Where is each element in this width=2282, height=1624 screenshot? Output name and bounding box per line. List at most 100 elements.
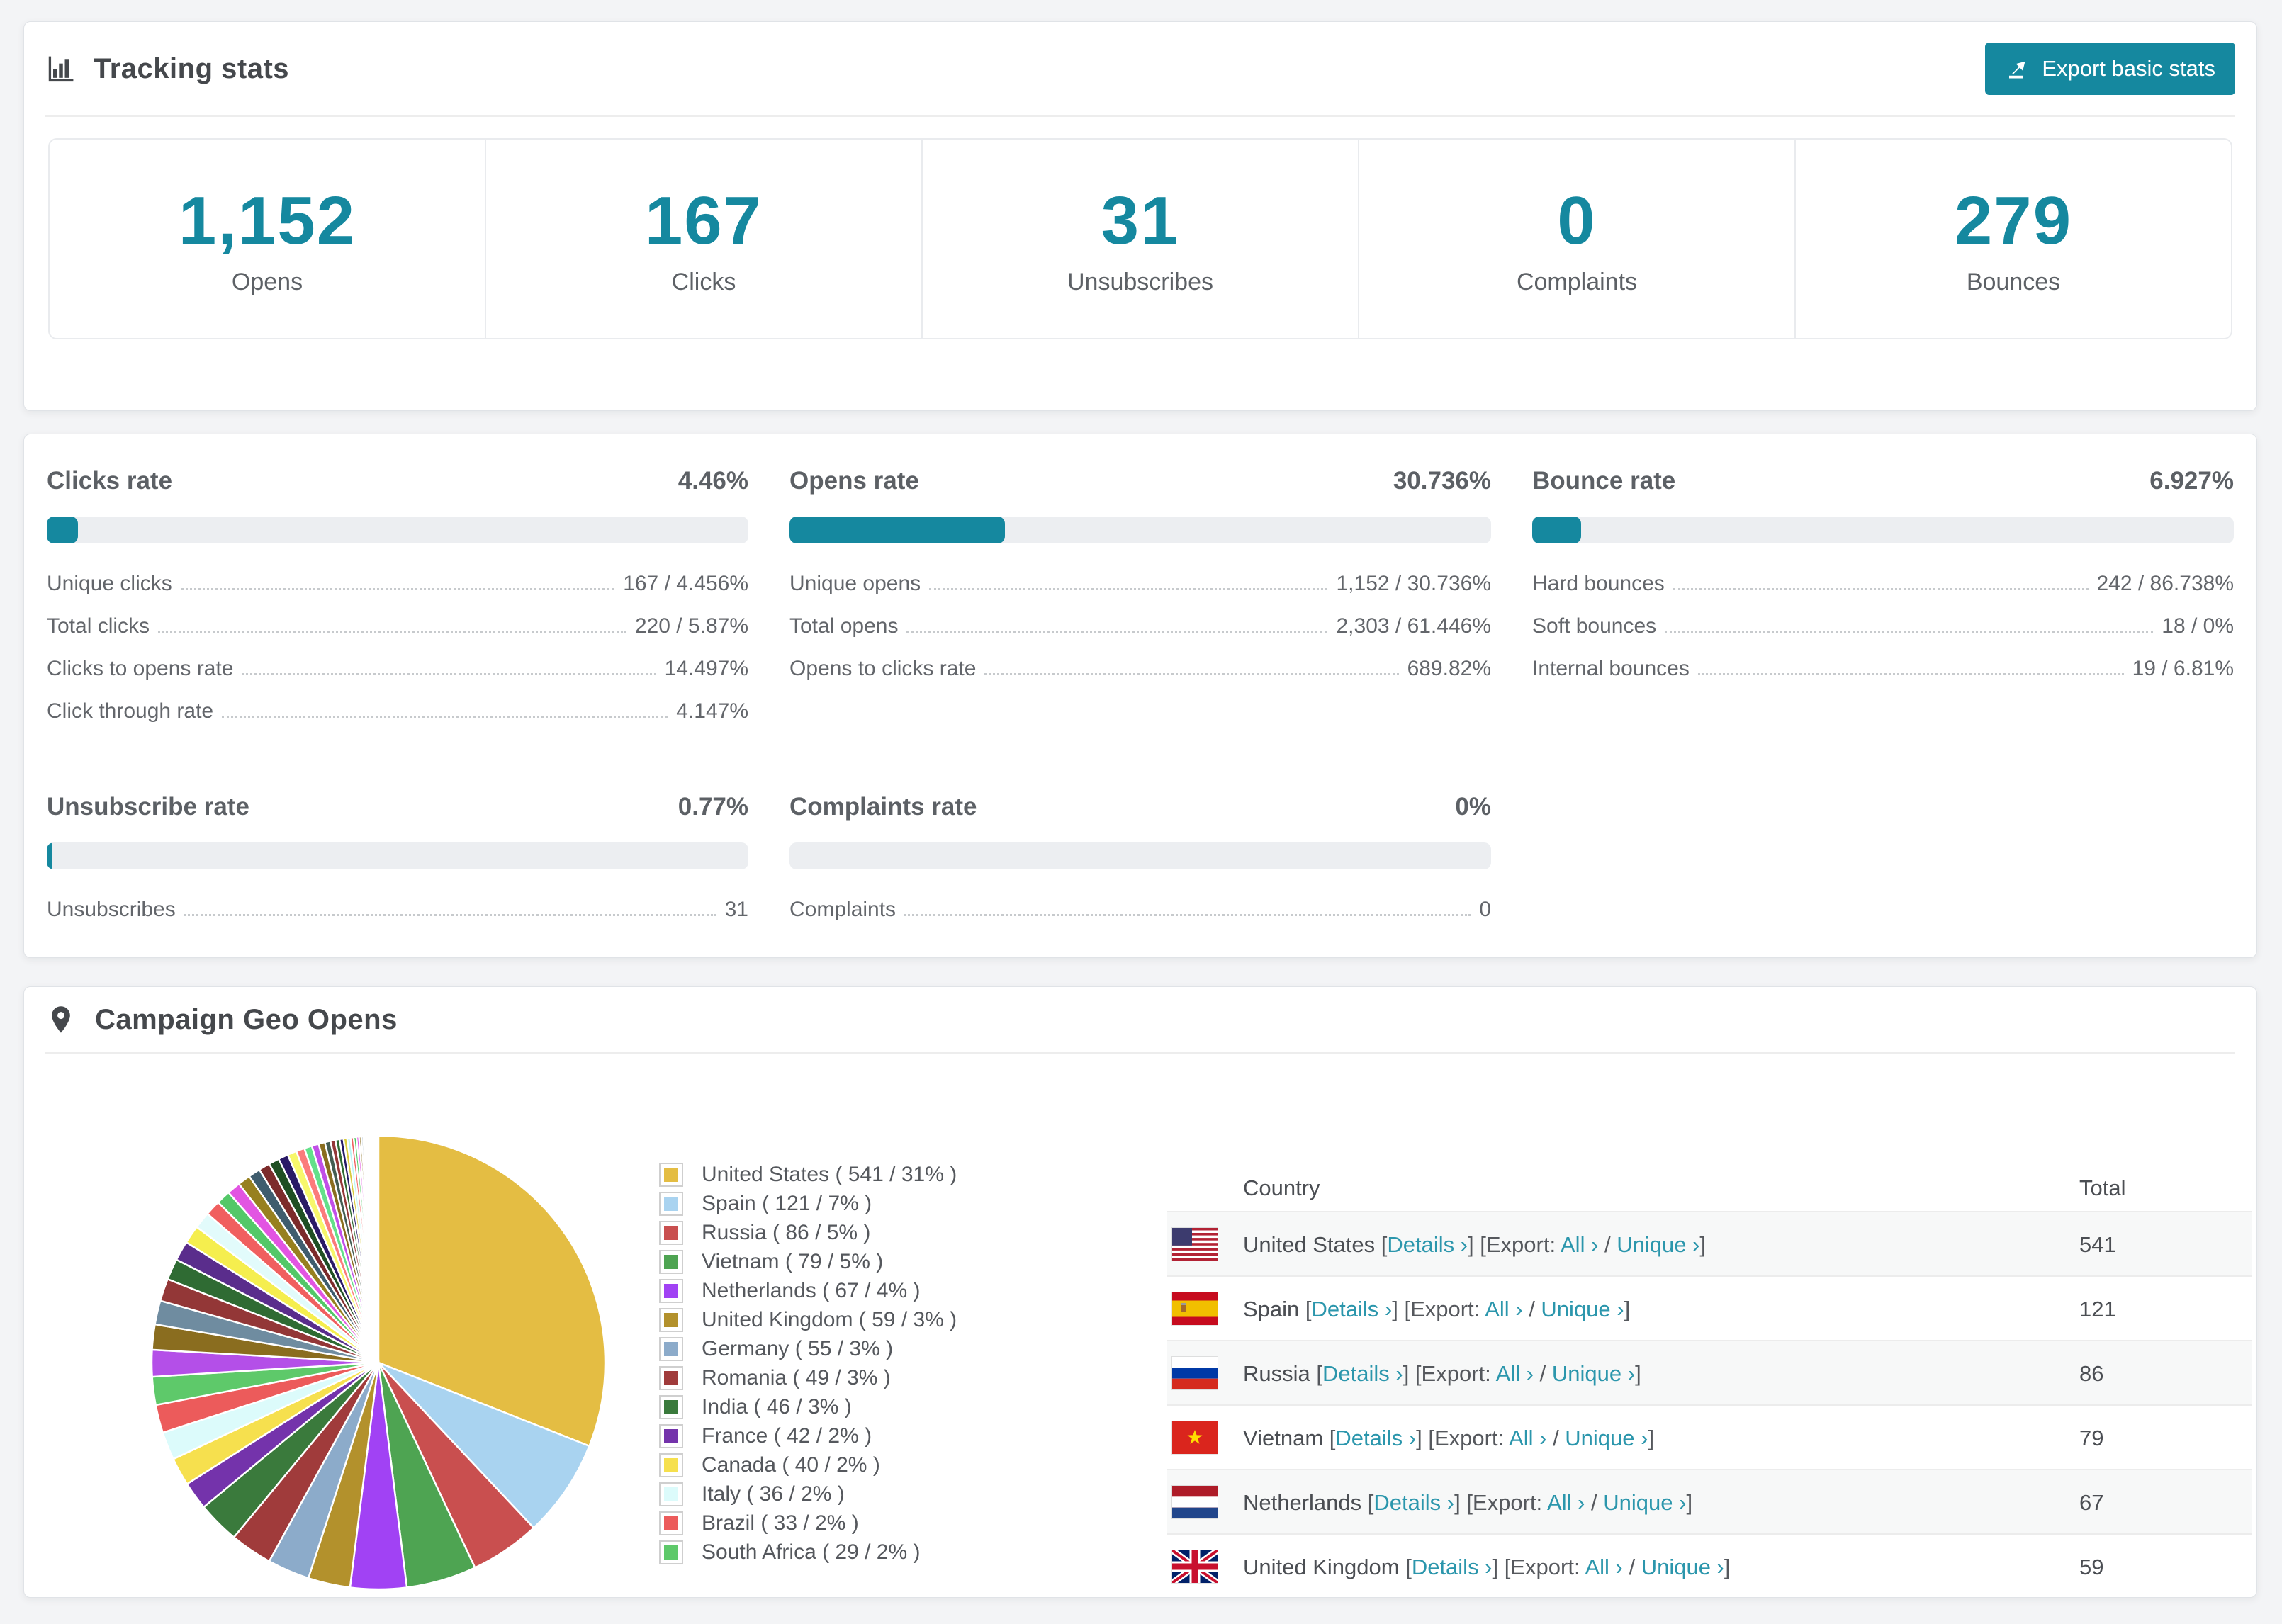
legend-swatch — [664, 1545, 678, 1560]
legend-item: Brazil ( 33 / 2% ) — [659, 1509, 957, 1538]
pie-legend: United States ( 541 / 31% ) Spain ( 121 … — [659, 1160, 957, 1567]
legend-item: Germany ( 55 / 3% ) — [659, 1334, 957, 1363]
table-header: Country Total — [1167, 1166, 2252, 1211]
export-all-link[interactable]: All › — [1485, 1297, 1523, 1321]
legend-swatch — [664, 1254, 678, 1269]
legend-swatch — [664, 1428, 678, 1443]
details-link[interactable]: Details › — [1335, 1426, 1417, 1450]
clicks-count: 167 — [644, 182, 763, 259]
unsubscribes-count: 31 — [1101, 182, 1180, 259]
export-unique-link[interactable]: Unique › — [1551, 1361, 1636, 1386]
complaints-rate-value: 0% — [1455, 793, 1491, 821]
legend-item: France ( 42 / 2% ) — [659, 1421, 957, 1450]
export-basic-stats-button[interactable]: Export basic stats — [1985, 43, 2235, 95]
dotted-leader — [158, 631, 626, 633]
country-name: United Kingdom — [1243, 1555, 1400, 1579]
country-name: Russia — [1243, 1361, 1310, 1386]
legend-item: Russia ( 86 / 5% ) — [659, 1218, 957, 1247]
total-value: 67 — [2079, 1490, 2104, 1515]
dotted-leader — [242, 673, 656, 675]
total-value: 86 — [2079, 1361, 2104, 1386]
legend-swatch — [664, 1370, 678, 1385]
unsubscribe-rate-block: Unsubscribe rate 0.77% Unsubscribes 31 — [47, 793, 748, 940]
legend-swatch — [664, 1399, 678, 1414]
export-unique-link[interactable]: Unique › — [1603, 1490, 1687, 1515]
stat-box-clicks: 167 Clicks — [486, 140, 923, 338]
details-link[interactable]: Details › — [1322, 1361, 1403, 1386]
export-all-link[interactable]: All › — [1561, 1232, 1599, 1257]
legend-swatch — [664, 1487, 678, 1501]
opens-rate-progressbar — [789, 517, 1491, 543]
geo-opens-pie-chart[interactable] — [143, 1127, 614, 1598]
legend-item: Romania ( 49 / 3% ) — [659, 1363, 957, 1392]
clicks-rate-block: Clicks rate 4.46% Unique clicks 167 / 4.4… — [47, 467, 748, 742]
opens-count: 1,152 — [178, 182, 356, 259]
dotted-leader — [1697, 673, 2124, 675]
details-link[interactable]: Details › — [1373, 1490, 1455, 1515]
legend-swatch — [664, 1312, 678, 1327]
legend-swatch — [664, 1283, 678, 1298]
page-title: Tracking stats — [94, 52, 290, 84]
details-link[interactable]: Details › — [1411, 1555, 1493, 1579]
country-name: Netherlands — [1243, 1490, 1362, 1515]
bounces-label: Bounces — [1966, 268, 2061, 295]
bounce-rate-block: Bounce rate 6.927% Hard bounces 242 / 86.… — [1532, 467, 2234, 742]
bounce-rate-progressbar — [1532, 517, 2234, 543]
export-all-link[interactable]: All › — [1547, 1490, 1585, 1515]
complaints-label: Complaints — [1516, 268, 1638, 295]
unsubscribe-rate-value: 0.77% — [678, 793, 748, 821]
dotted-leader — [180, 588, 615, 590]
flag-spain-icon — [1172, 1292, 1218, 1325]
export-all-link[interactable]: All › — [1495, 1361, 1534, 1386]
legend-item: Vietnam ( 79 / 5% ) — [659, 1247, 957, 1276]
legend-swatch — [664, 1225, 678, 1240]
tracking-stats-card: Tracking stats Export basic stats 1,152 … — [23, 21, 2257, 411]
dotted-leader — [904, 914, 1471, 916]
bar-chart-icon — [45, 53, 77, 84]
total-value: 79 — [2079, 1426, 2104, 1450]
country-name: Vietnam — [1243, 1426, 1324, 1450]
rates-card: Clicks rate 4.46% Unique clicks 167 / 4.4… — [23, 434, 2257, 958]
legend-item: Spain ( 121 / 7% ) — [659, 1189, 957, 1218]
dotted-leader — [906, 631, 1328, 633]
unsubscribe-rate-progressbar — [47, 842, 748, 869]
dotted-leader — [929, 588, 1328, 590]
export-unique-link[interactable]: Unique › — [1565, 1426, 1648, 1450]
rate-row: Clicks to opens rate 14.497% — [47, 657, 748, 680]
dotted-leader — [184, 914, 716, 916]
complaints-rate-title: Complaints rate — [789, 793, 977, 821]
stat-box-unsubscribes: 31 Unsubscribes — [923, 140, 1359, 338]
rate-row: Unsubscribes 31 — [47, 898, 748, 921]
unsubscribes-label: Unsubscribes — [1067, 268, 1213, 295]
dotted-leader — [1673, 588, 2089, 590]
details-link[interactable]: Details › — [1311, 1297, 1393, 1321]
clicks-label: Clicks — [671, 268, 736, 295]
stat-boxes-row: 1,152 Opens 167 Clicks 31 Unsubscribes 0… — [48, 138, 2232, 339]
export-unique-link[interactable]: Unique › — [1617, 1232, 1700, 1257]
export-unique-link[interactable]: Unique › — [1641, 1555, 1724, 1579]
flag-uk-icon — [1172, 1550, 1218, 1583]
rate-row: Click through rate 4.147% — [47, 699, 748, 723]
legend-swatch — [664, 1457, 678, 1472]
pie-slice[interactable] — [377, 1134, 607, 1448]
details-link[interactable]: Details › — [1387, 1232, 1468, 1257]
opens-rate-title: Opens rate — [789, 467, 919, 495]
export-all-link[interactable]: All › — [1509, 1426, 1547, 1450]
table-row: Russia [Details ›] [Export: All › / Uniq… — [1167, 1340, 2252, 1404]
export-all-link[interactable]: All › — [1585, 1555, 1623, 1579]
legend-item: South Africa ( 29 / 2% ) — [659, 1538, 957, 1567]
flag-russia-icon — [1172, 1357, 1218, 1389]
pie-slice[interactable] — [378, 1361, 591, 1530]
clicks-rate-progressbar — [47, 517, 748, 543]
legend-item: United Kingdom ( 59 / 3% ) — [659, 1305, 957, 1334]
rate-row: Total opens 2,303 / 61.446% — [789, 614, 1491, 638]
rate-row: Hard bounces 242 / 86.738% — [1532, 572, 2234, 595]
flag-vietnam-icon — [1172, 1421, 1218, 1454]
pie-slice[interactable] — [366, 1135, 380, 1363]
export-unique-link[interactable]: Unique › — [1541, 1297, 1624, 1321]
rate-row: Soft bounces 18 / 0% — [1532, 614, 2234, 638]
export-button-label: Export basic stats — [2042, 56, 2215, 81]
rate-row: Unique opens 1,152 / 30.736% — [789, 572, 1491, 595]
flag-netherlands-icon — [1172, 1486, 1218, 1518]
country-column-header: Country — [1243, 1175, 1320, 1200]
